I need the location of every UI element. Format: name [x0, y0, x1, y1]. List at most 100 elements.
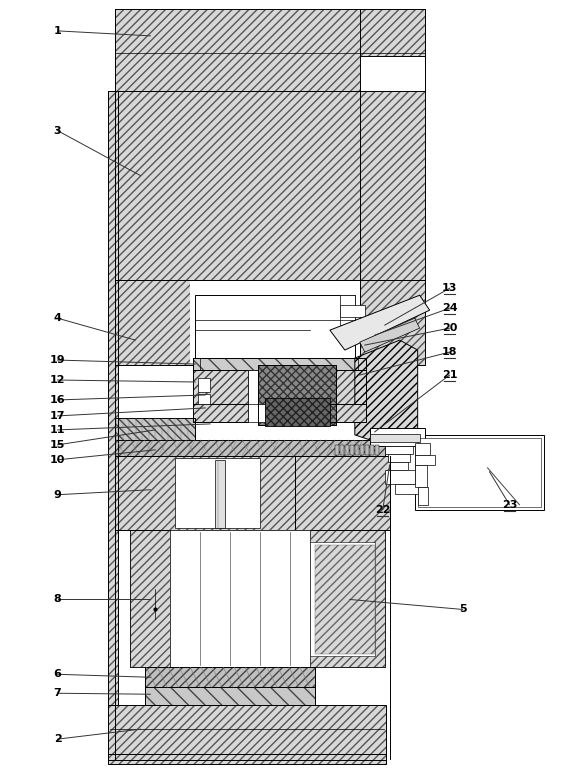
Bar	[415, 464, 427, 487]
Bar	[193, 358, 366, 370]
Bar	[300, 404, 366, 422]
Bar	[390, 462, 408, 470]
Text: 13: 13	[442, 283, 457, 293]
Text: 16: 16	[50, 395, 65, 405]
Bar	[145, 667, 315, 687]
Text: 22: 22	[375, 504, 391, 514]
Bar	[360, 56, 424, 91]
Text: 17: 17	[50, 411, 65, 421]
Bar	[248, 404, 300, 422]
Bar	[310, 530, 385, 667]
Bar	[265, 398, 330, 426]
Bar	[340, 305, 365, 317]
Bar	[360, 280, 424, 365]
Bar	[310, 530, 385, 667]
Bar	[109, 91, 118, 705]
Bar	[370, 428, 424, 446]
Bar	[115, 9, 424, 91]
Text: 23: 23	[501, 500, 517, 510]
Bar	[115, 280, 360, 365]
Bar	[360, 9, 424, 64]
Bar	[193, 370, 248, 405]
Text: 7: 7	[54, 688, 62, 698]
Bar	[109, 705, 386, 760]
Bar	[418, 438, 541, 507]
Bar	[415, 443, 430, 454]
Bar	[193, 370, 248, 405]
Bar	[115, 418, 195, 440]
Bar	[190, 280, 360, 365]
Bar	[355, 444, 359, 454]
Bar	[115, 456, 390, 530]
Text: 8: 8	[54, 594, 62, 604]
Bar	[175, 458, 260, 528]
Bar	[198, 378, 210, 392]
Polygon shape	[360, 318, 419, 352]
Bar	[115, 440, 385, 456]
Bar	[170, 530, 310, 667]
Polygon shape	[355, 340, 418, 440]
Text: 18: 18	[442, 347, 457, 357]
Bar	[300, 370, 366, 405]
Bar	[115, 91, 360, 280]
Bar	[130, 530, 170, 667]
Text: 2: 2	[54, 734, 62, 744]
Bar	[265, 398, 330, 426]
Bar	[385, 470, 415, 484]
Bar	[258, 365, 336, 425]
Bar	[395, 484, 419, 494]
Bar	[115, 280, 360, 365]
Text: 9: 9	[54, 490, 62, 500]
Text: 10: 10	[50, 454, 65, 464]
Text: 3: 3	[54, 125, 61, 135]
Bar	[258, 365, 336, 425]
Bar	[365, 444, 369, 454]
Bar	[195, 295, 355, 365]
Bar	[360, 91, 424, 280]
Bar	[300, 370, 366, 405]
Bar	[295, 456, 390, 530]
Bar	[345, 444, 349, 454]
Bar	[215, 460, 225, 528]
Bar	[109, 754, 386, 764]
Bar	[375, 444, 379, 454]
Bar	[295, 456, 390, 530]
Bar	[115, 9, 424, 91]
Bar	[130, 530, 170, 667]
Bar	[340, 444, 344, 454]
Text: 19: 19	[50, 355, 65, 365]
Text: 11: 11	[50, 425, 65, 435]
Bar	[145, 687, 315, 705]
Bar	[418, 487, 428, 504]
Bar	[360, 9, 424, 64]
Text: 24: 24	[442, 303, 457, 313]
Bar	[415, 435, 544, 510]
Bar	[388, 454, 410, 462]
Bar	[350, 444, 354, 454]
Bar	[198, 394, 210, 404]
Text: 5: 5	[459, 604, 466, 614]
Bar	[109, 754, 386, 764]
Bar	[360, 444, 364, 454]
Bar	[193, 358, 366, 370]
Bar	[130, 530, 385, 667]
Bar	[360, 91, 424, 280]
Bar	[315, 544, 375, 654]
Bar	[335, 444, 339, 454]
Bar	[109, 705, 386, 760]
Bar	[370, 444, 374, 454]
Polygon shape	[330, 295, 430, 350]
Text: 1: 1	[54, 26, 62, 36]
Bar	[145, 667, 315, 687]
Text: 21: 21	[442, 370, 457, 380]
Bar	[415, 454, 435, 464]
Bar	[300, 404, 366, 422]
Text: 20: 20	[442, 323, 457, 333]
Bar	[115, 456, 390, 530]
Bar	[109, 91, 118, 705]
Bar	[370, 434, 419, 442]
Text: 4: 4	[54, 313, 62, 323]
Bar	[340, 295, 355, 325]
Bar	[310, 541, 375, 656]
Text: 6: 6	[54, 669, 62, 679]
